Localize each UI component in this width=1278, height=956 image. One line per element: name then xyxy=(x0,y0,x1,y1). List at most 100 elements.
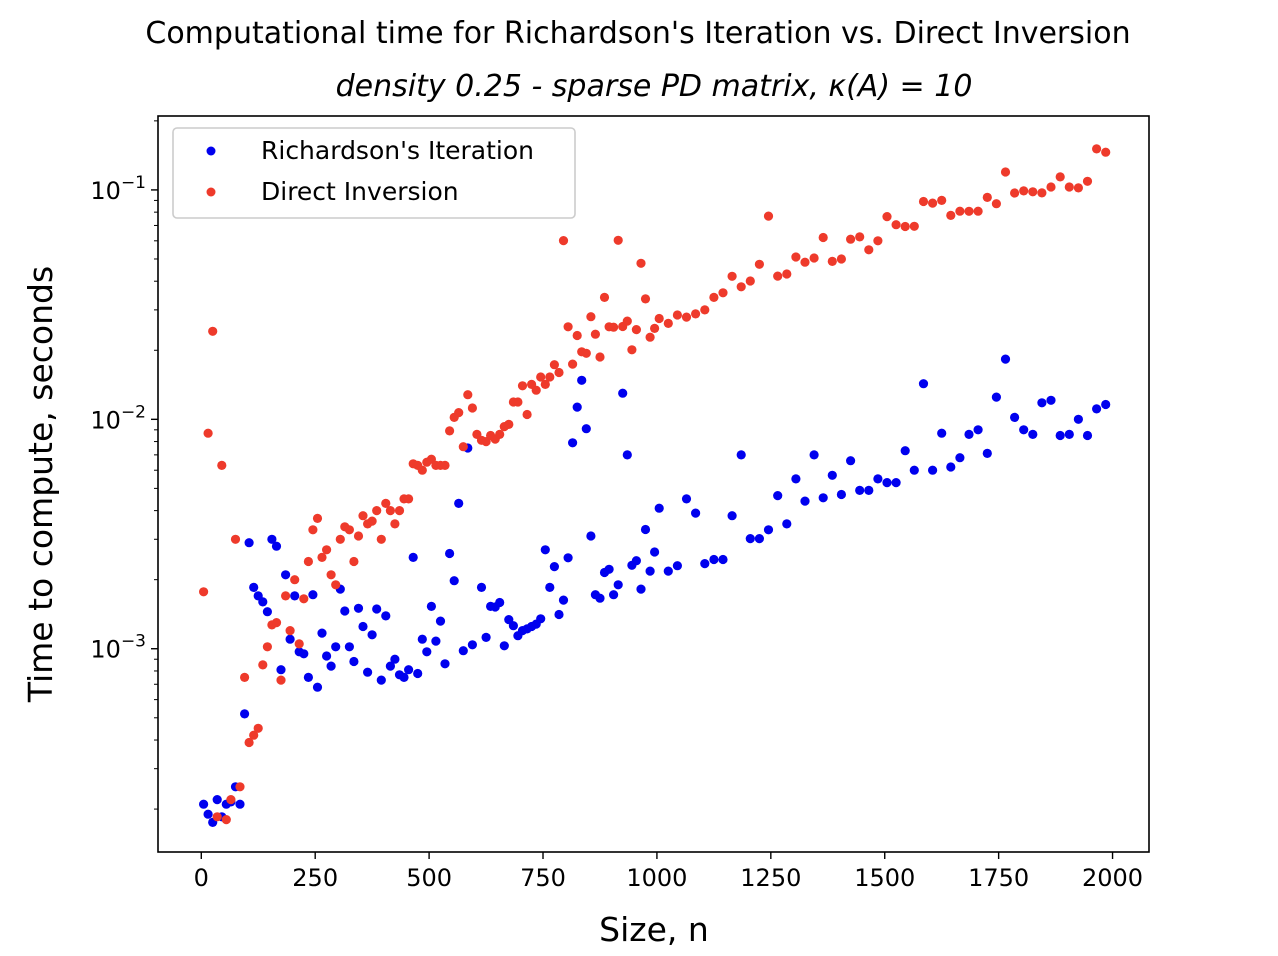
data-point xyxy=(545,582,555,593)
data-point xyxy=(1092,404,1102,414)
data-point xyxy=(271,618,282,628)
data-point xyxy=(203,809,213,819)
data-point xyxy=(249,582,259,593)
data-point xyxy=(604,564,614,574)
data-point xyxy=(208,326,218,336)
data-point xyxy=(973,425,983,435)
data-point xyxy=(554,367,564,378)
data-point xyxy=(1082,176,1093,186)
data-point xyxy=(435,616,446,626)
data-point xyxy=(827,256,837,266)
data-point xyxy=(294,639,304,649)
data-point xyxy=(317,552,327,563)
data-point xyxy=(800,257,810,267)
x-tick-label: 500 xyxy=(406,864,452,892)
data-point xyxy=(399,672,409,683)
data-point xyxy=(267,534,277,544)
data-point xyxy=(645,566,655,576)
data-point xyxy=(1092,144,1102,154)
data-point xyxy=(718,554,728,565)
data-point xyxy=(681,494,692,504)
x-axis-label: Size, n xyxy=(599,910,709,949)
legend-label-direct-inversion: Direct Inversion xyxy=(261,177,459,206)
data-point xyxy=(390,654,400,664)
data-point xyxy=(1019,425,1029,435)
y-axis-label: Time to compute, seconds xyxy=(21,266,60,703)
data-point xyxy=(513,397,523,407)
data-point xyxy=(531,385,541,395)
data-point xyxy=(454,498,464,508)
data-point xyxy=(973,206,983,216)
x-tick-label: 1250 xyxy=(740,864,801,892)
data-point xyxy=(199,587,209,597)
data-point xyxy=(873,236,883,246)
data-point xyxy=(394,506,405,516)
data-point xyxy=(1010,412,1020,422)
data-point xyxy=(445,426,455,436)
data-point xyxy=(636,584,646,594)
chart-title: Computational time for Richardson's Iter… xyxy=(145,16,1130,51)
x-tick-label: 1750 xyxy=(968,864,1029,892)
data-point xyxy=(928,465,938,475)
data-point xyxy=(763,525,774,535)
data-point xyxy=(476,582,487,593)
data-point xyxy=(654,503,664,513)
data-point xyxy=(572,402,582,412)
data-point xyxy=(495,597,505,608)
data-point xyxy=(467,403,477,413)
data-point xyxy=(640,524,651,535)
data-point xyxy=(1000,354,1011,364)
series-0 xyxy=(199,354,1111,828)
data-point xyxy=(558,236,569,246)
legend-marker-richardson xyxy=(206,146,216,156)
data-point xyxy=(335,534,345,544)
data-point xyxy=(331,580,341,590)
data-point xyxy=(235,799,245,809)
data-point xyxy=(918,379,929,389)
data-point xyxy=(536,614,546,624)
data-point xyxy=(381,611,391,621)
data-point xyxy=(613,235,623,245)
data-point xyxy=(221,815,231,825)
data-point xyxy=(864,485,874,495)
data-point xyxy=(281,591,291,601)
data-point xyxy=(946,210,956,220)
data-point xyxy=(363,667,373,677)
x-axis: 0 250 500 750 1000 1250 1500 1750 2000 xyxy=(194,852,1143,892)
data-point xyxy=(240,709,250,719)
y-tick-label: 10−1 xyxy=(90,173,146,205)
data-point xyxy=(1037,188,1047,198)
data-point xyxy=(554,609,564,620)
data-point xyxy=(900,446,910,456)
data-point xyxy=(709,292,719,302)
data-point xyxy=(1046,395,1056,405)
data-point xyxy=(372,506,382,516)
data-point xyxy=(1073,183,1083,193)
x-tick-label: 1500 xyxy=(854,864,915,892)
data-point xyxy=(322,545,332,555)
data-point xyxy=(549,360,560,370)
data-point xyxy=(672,561,683,571)
data-point xyxy=(244,538,254,548)
data-point xyxy=(1082,430,1093,441)
data-point xyxy=(581,424,591,434)
data-point xyxy=(545,372,555,382)
data-point xyxy=(540,379,550,389)
data-point xyxy=(404,494,414,504)
x-tick-label: 750 xyxy=(520,864,566,892)
data-point xyxy=(1064,429,1074,439)
data-point xyxy=(285,626,295,636)
data-point xyxy=(586,531,596,541)
data-point xyxy=(809,253,819,263)
data-point xyxy=(326,570,336,580)
data-point xyxy=(586,312,596,322)
data-point xyxy=(955,453,965,463)
data-point xyxy=(303,672,313,683)
data-point xyxy=(982,448,992,458)
data-point xyxy=(640,294,651,304)
data-point xyxy=(317,628,327,638)
data-point xyxy=(636,258,646,268)
data-point xyxy=(1000,167,1011,177)
data-point xyxy=(445,548,455,559)
